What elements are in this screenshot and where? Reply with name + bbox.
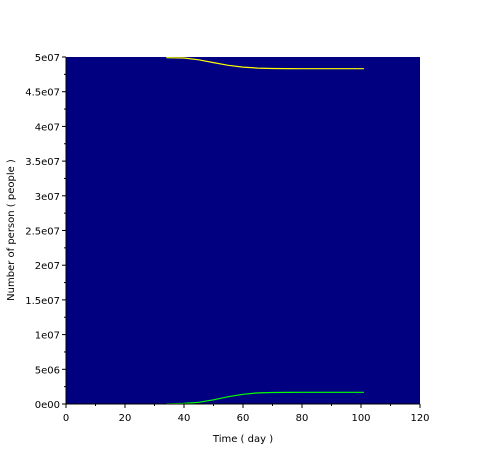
plot-area	[66, 57, 420, 404]
y-tick-label: 2e07	[35, 261, 60, 272]
x-tick-label: 100	[351, 413, 370, 424]
x-tick-label: 80	[296, 413, 309, 424]
series-line-2	[166, 391, 364, 405]
series-layer	[166, 57, 364, 405]
y-tick-label: 5e06	[35, 365, 60, 376]
y-tick-label: 1.5e07	[25, 296, 60, 307]
y-tick-label: 1e07	[35, 331, 60, 342]
y-tick-label: 0e00	[35, 400, 60, 411]
y-tick-label: 3e07	[35, 192, 60, 203]
y-tick-label: 5e07	[35, 53, 60, 64]
y-tick-label: 4e07	[35, 122, 60, 133]
x-ticks: 0 20 40 60 80 100 120	[63, 404, 430, 424]
x-tick-label: 40	[178, 413, 191, 424]
x-tick-label: 120	[410, 413, 429, 424]
x-tick-label: 60	[237, 413, 250, 424]
y-tick-label: 2.5e07	[25, 227, 60, 238]
y-tick-label: 3.5e07	[25, 157, 60, 168]
x-tick-label: 20	[119, 413, 132, 424]
y-ticks: 0e00 5e06 1e07 1.5e07 2e07 2.5e07 3e07 3.5e07 4e…	[25, 53, 66, 411]
series-line-1	[166, 57, 364, 70]
x-tick-label: 0	[63, 413, 69, 424]
y-tick-label: 4.5e07	[25, 88, 60, 99]
y-axis-title: Number of person ( people )	[6, 159, 17, 301]
x-axis-title: Time ( day )	[212, 434, 273, 445]
